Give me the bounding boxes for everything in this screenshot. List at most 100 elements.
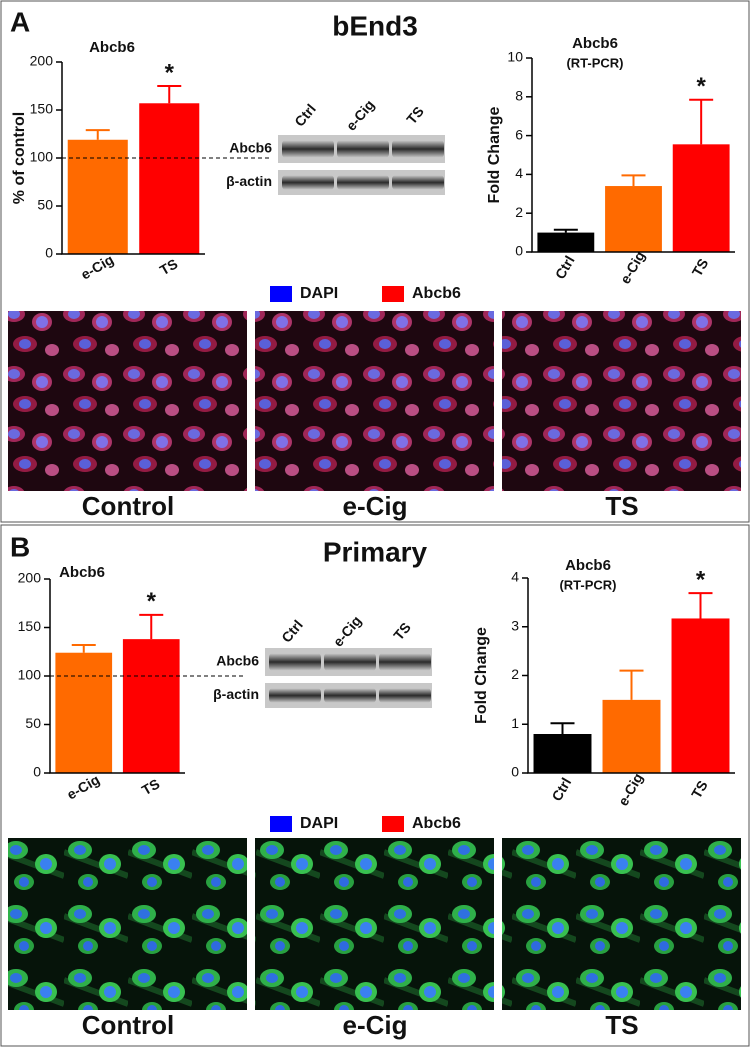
x-tick-label: TS <box>139 775 162 798</box>
image-caption: TS <box>605 491 638 521</box>
error-bar <box>619 669 644 700</box>
y-tick-label: 2 <box>515 204 523 220</box>
blot-band <box>282 140 334 158</box>
x-tick-label: e-Cig <box>617 248 648 286</box>
panel-label: A <box>10 6 30 37</box>
x-tick-label: TS <box>157 255 180 278</box>
y-tick-label: 4 <box>515 165 523 181</box>
image-caption: TS <box>605 1010 638 1040</box>
image-caption: Control <box>82 491 174 521</box>
x-tick-label: e-Cig <box>78 251 116 282</box>
y-tick-label: 200 <box>30 53 54 69</box>
legend-label: DAPI <box>300 815 338 832</box>
x-tick-label: Ctrl <box>552 253 578 282</box>
error-bar <box>71 643 96 653</box>
axis-line <box>49 579 185 774</box>
micrograph <box>502 311 741 491</box>
micrograph <box>255 838 494 1010</box>
y-tick-label: 0 <box>511 764 519 780</box>
legend-swatch <box>382 816 404 832</box>
panel-title: bEnd3 <box>332 10 418 41</box>
y-tick-label: 200 <box>18 570 42 586</box>
x-tick-label: TS <box>688 778 711 801</box>
blot-band <box>337 140 389 158</box>
bar <box>122 639 180 773</box>
bar <box>139 103 200 254</box>
blot-row-label: β-actin <box>213 686 259 702</box>
chart-title: Abcb6 <box>59 564 105 581</box>
y-tick-label: 8 <box>515 88 523 104</box>
error-bar <box>553 228 578 233</box>
blot-band <box>269 688 321 703</box>
legend-swatch <box>270 286 292 302</box>
bar <box>537 232 595 252</box>
x-tick-label: TS <box>689 256 712 279</box>
chart-subtitle: (RT-PCR) <box>559 577 616 592</box>
legend-swatch <box>270 816 292 832</box>
blot-lane-label: TS <box>390 619 414 643</box>
y-tick-label: 150 <box>18 618 42 634</box>
x-tick-label: e-Cig <box>64 771 102 802</box>
y-tick-label: 0 <box>45 245 53 261</box>
y-axis-label: % of control <box>11 112 28 204</box>
blot-lane-label: Ctrl <box>278 617 306 646</box>
micrograph <box>8 311 247 491</box>
bar <box>605 186 662 252</box>
bar <box>67 139 128 254</box>
bar <box>602 699 661 773</box>
blot-lane-label: e-Cig <box>330 613 365 650</box>
micrograph <box>502 838 741 1010</box>
blot-lane-label: TS <box>403 103 427 127</box>
significance-mark: * <box>147 588 157 615</box>
blot-row-label: Abcb6 <box>229 140 272 156</box>
error-bar <box>621 174 646 187</box>
micrograph <box>255 311 494 491</box>
error-bar <box>688 592 713 619</box>
y-tick-label: 0 <box>33 764 41 780</box>
y-tick-label: 100 <box>18 667 42 683</box>
blot-band <box>392 140 444 158</box>
error-bar <box>689 98 714 145</box>
x-tick-label: Ctrl <box>548 775 574 804</box>
bar <box>533 734 592 773</box>
bar <box>671 618 730 773</box>
blot-lane-label: e-Cig <box>343 97 378 134</box>
significance-mark: * <box>696 73 706 100</box>
blot-band <box>324 688 376 703</box>
blot-band <box>379 653 431 671</box>
panel-border <box>0 524 750 1047</box>
y-tick-label: 4 <box>511 569 519 585</box>
panel-border <box>0 0 750 523</box>
y-tick-label: 1 <box>511 715 519 731</box>
y-tick-label: 100 <box>30 149 54 165</box>
chart-subtitle: (RT-PCR) <box>566 55 623 70</box>
chart-title: Abcb6 <box>572 35 618 52</box>
bar <box>672 144 730 252</box>
error-bar <box>139 613 164 640</box>
y-tick-label: 3 <box>511 617 519 633</box>
y-tick-label: 50 <box>25 715 41 731</box>
axis-line <box>531 58 735 253</box>
significance-mark: * <box>165 59 175 86</box>
y-tick-label: 2 <box>511 666 519 682</box>
legend-label: DAPI <box>300 285 338 302</box>
blot-band <box>379 688 431 703</box>
micrograph <box>8 838 247 1010</box>
error-bar <box>550 722 575 734</box>
panel-label: B <box>10 531 30 562</box>
image-caption: Control <box>82 1010 174 1040</box>
bar <box>55 652 113 773</box>
axis-line <box>61 62 205 255</box>
y-tick-label: 0 <box>515 243 523 259</box>
significance-mark: * <box>696 566 706 593</box>
blot-band <box>324 653 376 671</box>
y-tick-label: 6 <box>515 126 523 142</box>
y-tick-label: 10 <box>507 49 523 65</box>
blot-band <box>337 175 389 190</box>
y-axis-label: Fold Change <box>486 106 503 203</box>
blot-row-label: β-actin <box>226 173 272 189</box>
chart-title: Abcb6 <box>565 557 611 574</box>
blot-band <box>392 175 444 190</box>
blot-row-label: Abcb6 <box>216 653 259 669</box>
